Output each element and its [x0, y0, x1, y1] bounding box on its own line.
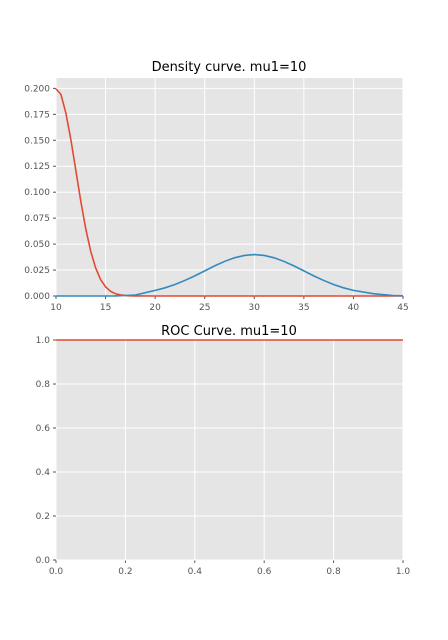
- density-y-tick-label: 0.025: [24, 266, 50, 276]
- density-y-tick-label: 0.125: [24, 162, 50, 172]
- density-x-tick-label: 20: [149, 303, 161, 313]
- density-y-tick-label: 0.000: [24, 292, 50, 302]
- density-y-tick-label: 0.200: [24, 84, 50, 94]
- density-y-tick-label: 0.150: [24, 136, 50, 146]
- density-x-tick-label: 25: [199, 303, 210, 313]
- density-x-tick-label: 30: [249, 303, 261, 313]
- roc-x-tick-label: 0.2: [118, 567, 132, 577]
- density-plot-area: 10 15 20 25 30 35 40 45 0.000 0.025 0.050 0.075 0.10…: [24, 78, 409, 313]
- density-x-tick-label: 45: [397, 303, 408, 313]
- density-x-tick-label: 15: [100, 303, 111, 313]
- density-plot-background: [56, 78, 403, 296]
- density-series-line-1: [55, 88, 403, 297]
- roc-x-tick-label: 1.0: [396, 567, 411, 577]
- density-y-tick-label: 0.175: [24, 110, 50, 120]
- density-series-line-2: [56, 253, 404, 297]
- density-x-tick-label: 40: [348, 303, 360, 313]
- density-chart-title: Density curve. mu1=10: [152, 60, 307, 75]
- density-x-tick-label: 35: [298, 303, 309, 313]
- roc-x-tick-label: 0.0: [49, 567, 64, 577]
- roc-x-tick-label: 0.8: [326, 567, 341, 577]
- roc-y-tick-label: 0.4: [36, 468, 51, 478]
- roc-y-tick-label: 0.2: [36, 512, 50, 522]
- roc-plot-area: 0.0 0.2 0.4 0.6 0.8 1.0 0.0 0.2 0.4 0.6 0.8 1.0: [36, 336, 411, 577]
- density-x-tick-label: 10: [50, 303, 62, 313]
- density-y-tick-label: 0.050: [24, 240, 50, 250]
- roc-plot-background: [56, 340, 403, 560]
- density-y-tick-label: 0.075: [24, 214, 50, 224]
- density-y-tick-label: 0.100: [24, 188, 50, 198]
- roc-y-tick-label: 1.0: [36, 336, 51, 346]
- roc-y-tick-label: 0.8: [36, 380, 51, 390]
- roc-x-tick-label: 0.4: [188, 567, 203, 577]
- roc-chart-title: ROC Curve. mu1=10: [161, 324, 297, 339]
- roc-y-tick-label: 0.6: [36, 424, 51, 434]
- roc-y-tick-label: 0.0: [36, 556, 51, 566]
- roc-x-tick-label: 0.6: [257, 567, 272, 577]
